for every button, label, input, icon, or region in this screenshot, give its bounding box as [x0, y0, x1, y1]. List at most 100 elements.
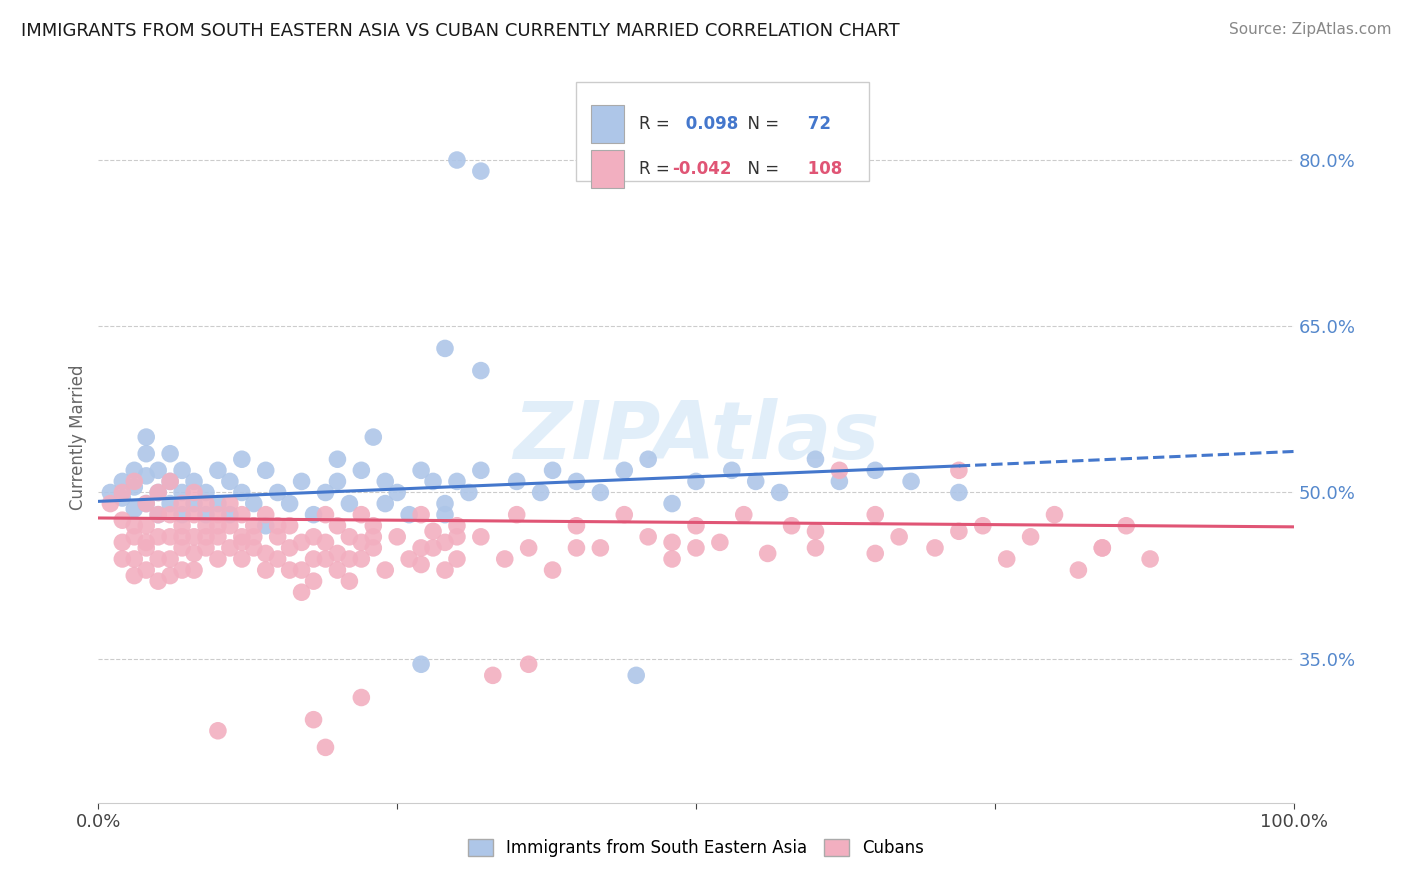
Point	[411, 657, 433, 672]
Point	[135, 468, 157, 483]
Point	[183, 497, 205, 511]
Point	[339, 574, 361, 589]
Text: R =: R =	[638, 160, 675, 178]
Point	[804, 524, 827, 539]
Point	[231, 552, 253, 566]
Point	[159, 552, 181, 566]
Point	[148, 552, 170, 566]
Point	[172, 541, 194, 555]
Point	[254, 463, 277, 477]
Point	[411, 463, 433, 477]
Point	[111, 552, 134, 566]
Point	[374, 475, 396, 489]
Point	[446, 153, 468, 167]
Point	[589, 485, 612, 500]
Point	[148, 463, 170, 477]
Point	[219, 541, 242, 555]
Point	[865, 546, 887, 560]
Point	[494, 552, 516, 566]
Point	[1043, 508, 1066, 522]
Text: 72: 72	[803, 115, 831, 133]
Point	[613, 463, 636, 477]
Point	[315, 552, 337, 566]
Point	[148, 530, 170, 544]
Point	[637, 452, 659, 467]
Point	[363, 530, 385, 544]
Point	[889, 530, 911, 544]
Point	[135, 497, 157, 511]
Point	[363, 430, 385, 444]
Point	[613, 508, 636, 522]
Point	[661, 535, 683, 549]
Point	[278, 497, 301, 511]
Point	[183, 530, 205, 544]
Point	[148, 485, 170, 500]
Point	[172, 485, 194, 500]
Point	[302, 552, 325, 566]
Text: 108: 108	[803, 160, 842, 178]
Point	[434, 508, 457, 522]
Point	[350, 508, 373, 522]
Point	[231, 452, 253, 467]
Point	[124, 518, 146, 533]
Point	[207, 508, 229, 522]
Point	[541, 563, 564, 577]
Point	[339, 530, 361, 544]
Point	[243, 541, 266, 555]
Point	[159, 508, 181, 522]
Point	[948, 485, 970, 500]
Point	[195, 497, 218, 511]
Point	[385, 485, 409, 500]
Point	[434, 563, 457, 577]
Point	[470, 463, 492, 477]
Point	[745, 475, 768, 489]
Point	[124, 568, 146, 582]
Legend: Immigrants from South Eastern Asia, Cubans: Immigrants from South Eastern Asia, Cuba…	[461, 832, 931, 864]
Point	[385, 530, 409, 544]
Point	[434, 497, 457, 511]
Point	[446, 518, 468, 533]
Point	[374, 563, 396, 577]
Point	[924, 541, 946, 555]
Point	[219, 497, 242, 511]
Point	[721, 463, 744, 477]
Point	[350, 552, 373, 566]
Point	[1091, 541, 1114, 555]
Point	[159, 475, 181, 489]
Point	[315, 740, 337, 755]
Point	[315, 485, 337, 500]
Point	[267, 530, 290, 544]
Point	[291, 563, 314, 577]
Point	[243, 530, 266, 544]
Point	[315, 508, 337, 522]
Point	[398, 552, 420, 566]
Point	[780, 518, 803, 533]
Point	[470, 164, 492, 178]
Point	[685, 518, 707, 533]
Point	[900, 475, 922, 489]
Point	[124, 480, 146, 494]
FancyBboxPatch shape	[576, 82, 869, 181]
Point	[302, 574, 325, 589]
Point	[517, 657, 540, 672]
Point	[589, 541, 612, 555]
Text: Source: ZipAtlas.com: Source: ZipAtlas.com	[1229, 22, 1392, 37]
Point	[685, 114, 707, 128]
Text: IMMIGRANTS FROM SOUTH EASTERN ASIA VS CUBAN CURRENTLY MARRIED CORRELATION CHART: IMMIGRANTS FROM SOUTH EASTERN ASIA VS CU…	[21, 22, 900, 40]
Point	[231, 485, 253, 500]
Point	[828, 463, 851, 477]
Point	[709, 535, 731, 549]
Point	[254, 518, 277, 533]
Point	[302, 508, 325, 522]
Point	[434, 342, 457, 356]
Point	[733, 508, 755, 522]
Point	[172, 463, 194, 477]
Point	[326, 563, 349, 577]
Point	[98, 485, 122, 500]
Point	[111, 535, 134, 549]
Point	[254, 546, 277, 560]
Point	[183, 485, 205, 500]
Point	[98, 497, 122, 511]
Point	[446, 475, 468, 489]
Point	[207, 463, 229, 477]
